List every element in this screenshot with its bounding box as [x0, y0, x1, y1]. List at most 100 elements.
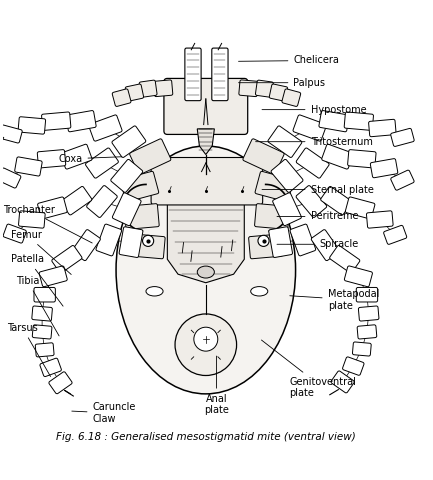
FancyBboxPatch shape — [343, 357, 364, 375]
FancyBboxPatch shape — [391, 170, 414, 190]
FancyBboxPatch shape — [293, 115, 326, 141]
FancyBboxPatch shape — [370, 158, 398, 178]
Text: Spiracle: Spiracle — [277, 239, 359, 249]
FancyBboxPatch shape — [269, 227, 293, 257]
FancyBboxPatch shape — [359, 306, 379, 321]
FancyBboxPatch shape — [243, 139, 284, 175]
FancyBboxPatch shape — [124, 204, 159, 229]
Text: Caruncle
Claw: Caruncle Claw — [72, 402, 136, 424]
Text: Tibia: Tibia — [16, 276, 59, 336]
FancyBboxPatch shape — [39, 266, 67, 287]
FancyBboxPatch shape — [49, 372, 72, 394]
FancyBboxPatch shape — [268, 126, 302, 157]
FancyBboxPatch shape — [296, 148, 329, 178]
FancyBboxPatch shape — [255, 80, 273, 97]
Text: Coxa: Coxa — [58, 154, 122, 164]
FancyBboxPatch shape — [357, 325, 377, 339]
FancyBboxPatch shape — [331, 371, 354, 393]
Circle shape — [194, 327, 218, 351]
Text: Metapodal
plate: Metapodal plate — [290, 289, 379, 311]
FancyBboxPatch shape — [356, 288, 378, 302]
FancyBboxPatch shape — [87, 186, 117, 217]
FancyBboxPatch shape — [66, 110, 96, 132]
FancyBboxPatch shape — [112, 193, 141, 226]
Ellipse shape — [197, 266, 214, 278]
FancyBboxPatch shape — [111, 159, 143, 192]
FancyBboxPatch shape — [164, 78, 248, 134]
FancyBboxPatch shape — [346, 197, 375, 219]
Ellipse shape — [146, 287, 163, 296]
FancyBboxPatch shape — [384, 226, 407, 244]
FancyBboxPatch shape — [42, 112, 71, 131]
FancyBboxPatch shape — [34, 288, 55, 302]
FancyBboxPatch shape — [366, 211, 393, 228]
Ellipse shape — [116, 146, 296, 394]
FancyBboxPatch shape — [19, 211, 45, 228]
FancyBboxPatch shape — [344, 112, 373, 131]
FancyBboxPatch shape — [269, 84, 288, 101]
FancyBboxPatch shape — [239, 80, 258, 96]
FancyBboxPatch shape — [38, 197, 67, 219]
FancyBboxPatch shape — [120, 171, 159, 202]
FancyBboxPatch shape — [61, 144, 92, 169]
FancyBboxPatch shape — [112, 89, 131, 107]
FancyBboxPatch shape — [0, 125, 22, 143]
FancyBboxPatch shape — [391, 128, 414, 146]
Text: Trochanter: Trochanter — [3, 205, 92, 243]
FancyBboxPatch shape — [15, 157, 42, 176]
Text: Tarsus: Tarsus — [7, 323, 51, 376]
Text: Palpus: Palpus — [239, 78, 326, 88]
FancyBboxPatch shape — [282, 89, 301, 107]
FancyBboxPatch shape — [321, 186, 352, 215]
FancyBboxPatch shape — [36, 343, 54, 357]
FancyBboxPatch shape — [153, 80, 173, 96]
FancyBboxPatch shape — [32, 325, 52, 339]
FancyBboxPatch shape — [271, 159, 303, 192]
FancyBboxPatch shape — [72, 229, 100, 261]
Circle shape — [142, 235, 154, 246]
FancyBboxPatch shape — [185, 48, 201, 101]
Text: Patella: Patella — [11, 254, 63, 306]
Ellipse shape — [251, 287, 268, 296]
FancyBboxPatch shape — [151, 157, 263, 205]
FancyBboxPatch shape — [255, 204, 290, 229]
FancyBboxPatch shape — [330, 245, 360, 273]
FancyBboxPatch shape — [40, 358, 61, 377]
Text: Sternal plate: Sternal plate — [262, 185, 373, 194]
FancyBboxPatch shape — [32, 306, 52, 321]
Text: Femur: Femur — [11, 230, 71, 275]
Text: Genitoventral
plate: Genitoventral plate — [262, 340, 356, 398]
FancyBboxPatch shape — [273, 193, 301, 226]
FancyBboxPatch shape — [96, 224, 122, 256]
FancyBboxPatch shape — [352, 342, 371, 356]
Text: Hypostome: Hypostome — [262, 105, 366, 115]
Text: Chelicera: Chelicera — [239, 56, 339, 65]
FancyBboxPatch shape — [52, 245, 82, 273]
FancyBboxPatch shape — [129, 139, 171, 175]
FancyBboxPatch shape — [18, 117, 45, 134]
Circle shape — [258, 235, 269, 246]
FancyBboxPatch shape — [311, 229, 340, 261]
FancyBboxPatch shape — [139, 80, 157, 97]
FancyBboxPatch shape — [3, 224, 26, 243]
FancyBboxPatch shape — [125, 84, 144, 101]
FancyBboxPatch shape — [37, 150, 66, 168]
FancyBboxPatch shape — [112, 126, 146, 157]
FancyBboxPatch shape — [249, 234, 283, 259]
FancyBboxPatch shape — [319, 110, 349, 132]
Circle shape — [175, 314, 236, 375]
FancyBboxPatch shape — [344, 266, 372, 287]
FancyBboxPatch shape — [212, 48, 228, 101]
FancyBboxPatch shape — [290, 224, 316, 256]
FancyBboxPatch shape — [89, 115, 122, 141]
Text: Tritosternum: Tritosternum — [255, 137, 372, 147]
FancyBboxPatch shape — [322, 144, 353, 169]
Polygon shape — [167, 202, 244, 283]
FancyBboxPatch shape — [0, 168, 21, 188]
FancyBboxPatch shape — [131, 234, 165, 259]
FancyBboxPatch shape — [348, 150, 376, 168]
FancyBboxPatch shape — [119, 227, 143, 257]
FancyBboxPatch shape — [85, 148, 118, 178]
Polygon shape — [197, 129, 214, 155]
FancyBboxPatch shape — [255, 171, 294, 202]
